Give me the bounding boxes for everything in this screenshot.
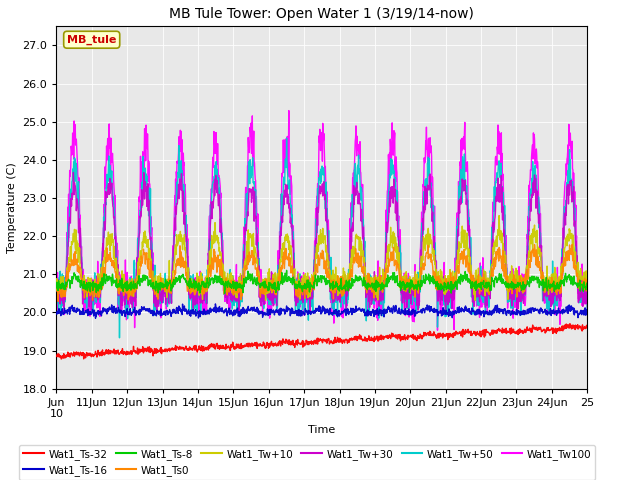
Text: MB_tule: MB_tule <box>67 35 116 45</box>
X-axis label: Time: Time <box>308 425 335 435</box>
Y-axis label: Temperature (C): Temperature (C) <box>7 162 17 253</box>
Legend: Wat1_Ts-32, Wat1_Ts-16, Wat1_Ts-8, Wat1_Ts0, Wat1_Tw+10, Wat1_Tw+30, Wat1_Tw+50,: Wat1_Ts-32, Wat1_Ts-16, Wat1_Ts-8, Wat1_… <box>19 445 595 480</box>
Title: MB Tule Tower: Open Water 1 (3/19/14-now): MB Tule Tower: Open Water 1 (3/19/14-now… <box>170 7 474 21</box>
